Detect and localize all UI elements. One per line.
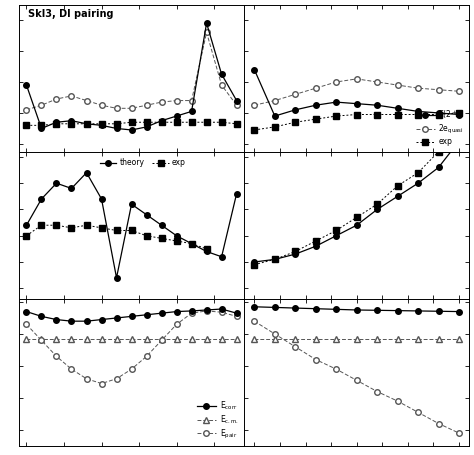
Text: SkI3, DI pairing: SkI3, DI pairing <box>28 9 113 19</box>
Legend: theory, exp: theory, exp <box>98 157 187 169</box>
Legend: E(2$^+$), 2e$_{\rm quasi}$, exp: E(2$^+$), 2e$_{\rm quasi}$, exp <box>414 107 465 148</box>
Legend: E$_{\rm corr}$, E$_{\rm c.m.}$, E$_{\rm pair}$: E$_{\rm corr}$, E$_{\rm c.m.}$, E$_{\rm … <box>195 398 240 442</box>
